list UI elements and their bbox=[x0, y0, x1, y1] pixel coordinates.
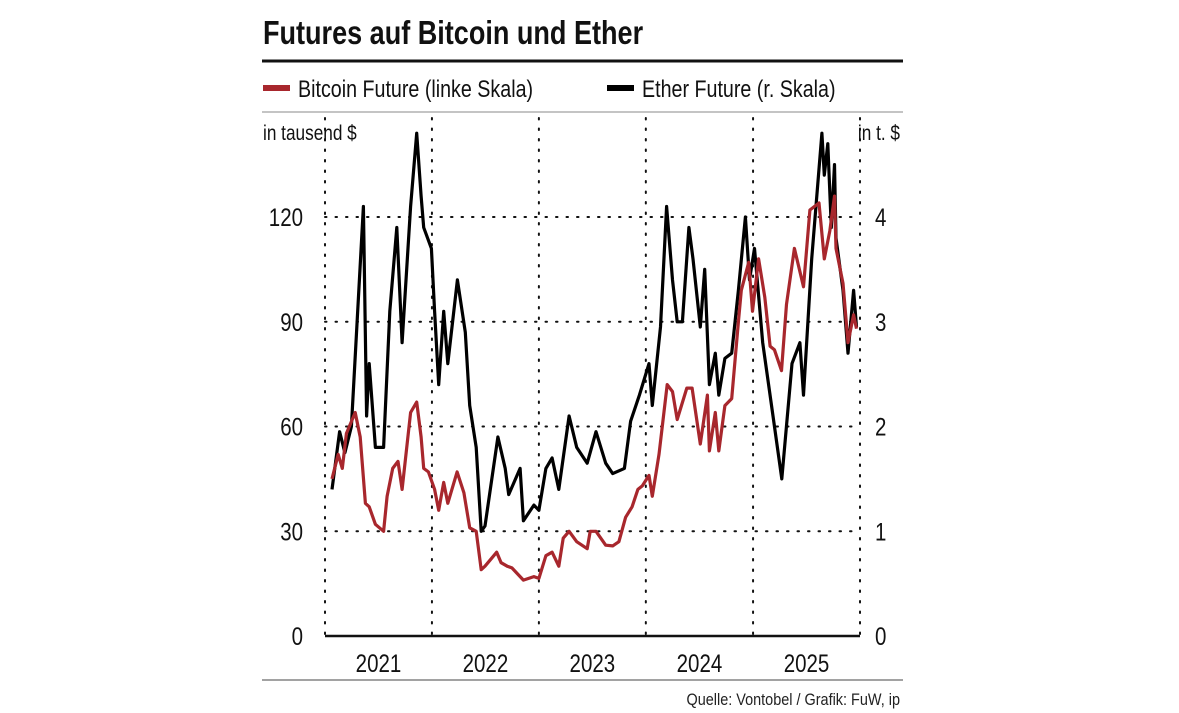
x-tick-label: 2022 bbox=[463, 649, 509, 677]
x-tick-label: 2025 bbox=[784, 649, 830, 677]
y-right-tick-label: 0 bbox=[875, 622, 886, 650]
x-tick-label: 2023 bbox=[570, 649, 616, 677]
x-tick-label: 2024 bbox=[677, 649, 723, 677]
y-left-tick-label: 120 bbox=[269, 203, 303, 231]
legend: Bitcoin Future (linke Skala) Ether Futur… bbox=[263, 75, 836, 102]
legend-label-bitcoin: Bitcoin Future (linke Skala) bbox=[298, 75, 533, 102]
y-right-label: in t. $ bbox=[858, 123, 900, 146]
y-right-tick-label: 2 bbox=[875, 413, 886, 441]
bitcoin-future-line bbox=[330, 194, 859, 582]
y-right-tick-label: 3 bbox=[875, 308, 886, 336]
y-left-tick-label: 30 bbox=[280, 517, 303, 545]
y-right-tick-label: 4 bbox=[875, 203, 887, 231]
legend-label-ether: Ether Future (r. Skala) bbox=[642, 75, 836, 102]
x-tick-label: 2021 bbox=[356, 649, 402, 677]
y-left-label: in tausend $ bbox=[263, 123, 357, 146]
ether-future-line bbox=[330, 131, 859, 533]
y-left-tick-label: 90 bbox=[280, 308, 303, 336]
chart-title: Futures auf Bitcoin und Ether bbox=[263, 16, 643, 52]
y-left-tick-label: 60 bbox=[280, 413, 303, 441]
series-lines bbox=[330, 131, 859, 582]
y-left-tick-label: 0 bbox=[292, 622, 303, 650]
grid bbox=[324, 117, 861, 635]
source-note: Quelle: Vontobel / Grafik: FuW, ip bbox=[687, 691, 901, 709]
y-right-tick-label: 1 bbox=[875, 517, 886, 545]
axis-ticks: 0 0 30 1 60 2 90 3 120 4 2021 2022 2023 2024 2025 bbox=[269, 203, 887, 677]
